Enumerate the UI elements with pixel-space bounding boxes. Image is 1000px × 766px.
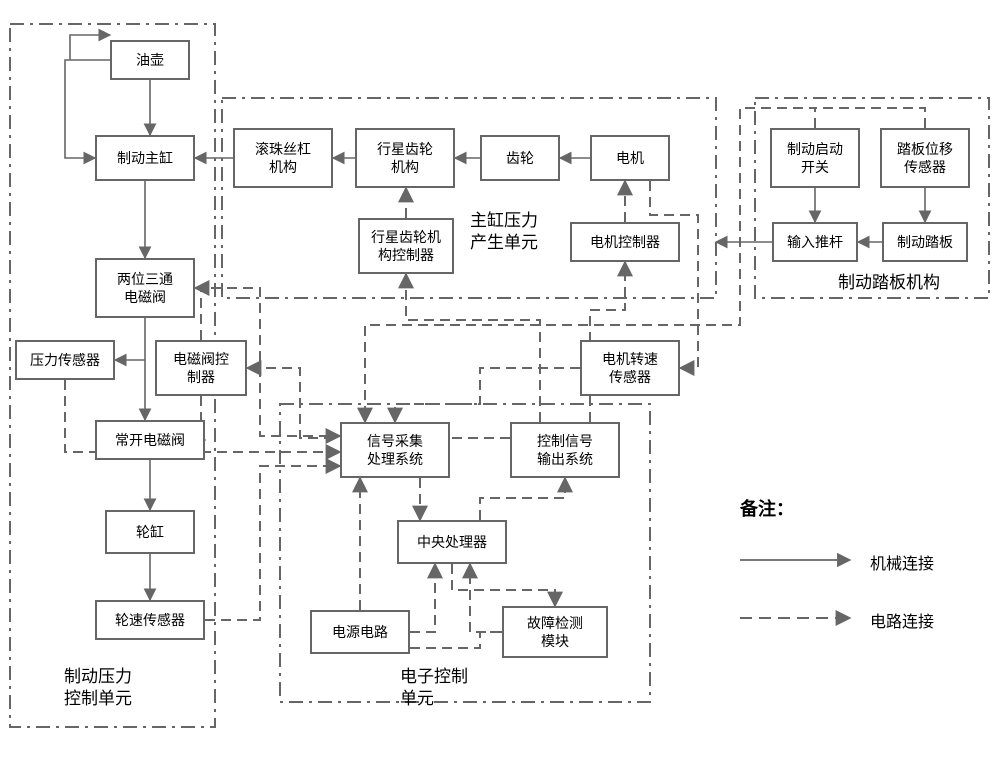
box-planet_ctrl: 行星齿轮机 构控制器 bbox=[358, 218, 454, 274]
box-master_cyl: 制动主缸 bbox=[95, 135, 195, 181]
box-brake_pedal: 制动踏板 bbox=[882, 222, 968, 262]
box-oil_pot: 油壶 bbox=[110, 40, 190, 80]
box-two_three: 两位三通 电磁阀 bbox=[95, 258, 195, 318]
box-planet_gear: 行星齿轮 机构 bbox=[355, 128, 455, 188]
box-wheel_speed: 轮速传感器 bbox=[95, 600, 205, 640]
legend-dashed: 电路连接 bbox=[870, 608, 934, 632]
box-cpu: 中央处理器 bbox=[397, 520, 507, 564]
box-motor: 电机 bbox=[590, 135, 670, 181]
box-wheel_cyl: 轮缸 bbox=[105, 510, 195, 554]
box-motor_speed: 电机转速 传感器 bbox=[580, 340, 680, 396]
box-motor_ctrl: 电机控制器 bbox=[570, 222, 680, 262]
box-fault: 故障检测 模块 bbox=[502, 606, 608, 658]
box-brake_switch: 制动启动 开关 bbox=[770, 128, 860, 188]
box-gear: 齿轮 bbox=[480, 135, 560, 181]
legend-solid: 机械连接 bbox=[870, 550, 934, 574]
label-pedal-unit: 制动踏板机构 bbox=[838, 272, 940, 294]
box-normal_open: 常开电磁阀 bbox=[95, 420, 205, 460]
label-pressure-unit: 制动压力 控制单元 bbox=[64, 666, 132, 710]
box-power: 电源电路 bbox=[310, 610, 410, 654]
box-ball_screw: 滚珠丝杠 机构 bbox=[233, 128, 333, 188]
box-solenoid_ctrl: 电磁阀控 制器 bbox=[155, 340, 247, 396]
label-ecu: 电子控制 单元 bbox=[400, 666, 468, 710]
label-main-cyl-unit: 主缸压力 产生单元 bbox=[470, 210, 538, 254]
box-pressure_sen: 压力传感器 bbox=[15, 340, 115, 380]
box-ctrl_signal: 控制信号 输出系统 bbox=[510, 422, 620, 478]
box-signal_proc: 信号采集 处理系统 bbox=[340, 422, 450, 478]
notes-title: 备注： bbox=[740, 495, 794, 521]
box-pedal_disp: 踏板位移 传感器 bbox=[880, 128, 970, 188]
box-input_rod: 输入推杆 bbox=[772, 222, 858, 262]
